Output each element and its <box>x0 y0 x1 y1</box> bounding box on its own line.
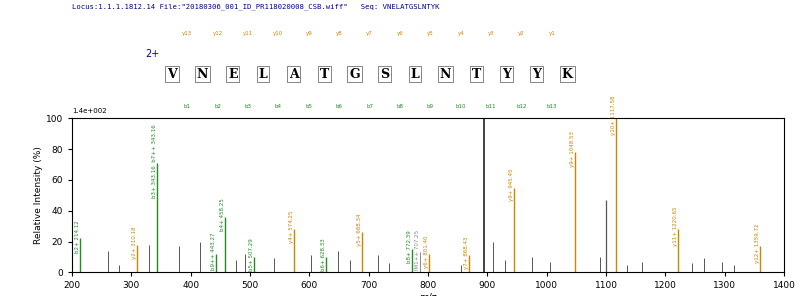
Text: y9+ 945.45: y9+ 945.45 <box>510 168 514 201</box>
Text: 2+: 2+ <box>145 49 159 59</box>
Text: b6+ 628.33: b6+ 628.33 <box>321 238 326 271</box>
Text: b4: b4 <box>275 104 282 109</box>
Text: b5: b5 <box>306 104 312 109</box>
Text: N: N <box>440 67 451 81</box>
Text: 1.4e+002: 1.4e+002 <box>72 108 106 114</box>
Text: V: V <box>167 67 177 81</box>
Text: y10: y10 <box>274 30 283 36</box>
Text: b3+ 343.16  b7++ 343.16: b3+ 343.16 b7++ 343.16 <box>152 124 157 198</box>
Text: E: E <box>228 67 238 81</box>
Text: y8: y8 <box>336 30 342 36</box>
Text: b9: b9 <box>427 104 434 109</box>
Text: b3: b3 <box>245 104 251 109</box>
Text: y12+ 1359.72: y12+ 1359.72 <box>755 223 760 263</box>
Text: K: K <box>562 67 573 81</box>
Text: y7: y7 <box>366 30 373 36</box>
Text: b11: b11 <box>486 104 497 109</box>
Text: y10+ 1117.58: y10+ 1117.58 <box>611 96 617 135</box>
Y-axis label: Relative Intensity (%): Relative Intensity (%) <box>34 147 43 244</box>
Text: b2: b2 <box>214 104 221 109</box>
Text: y3: y3 <box>488 30 494 36</box>
Text: b2+ 214.12: b2+ 214.12 <box>75 220 80 252</box>
Text: y6+ 801.40: y6+ 801.40 <box>424 235 429 268</box>
Text: y13: y13 <box>182 30 192 36</box>
Text: y11: y11 <box>243 30 253 36</box>
Text: b5+ 507.29: b5+ 507.29 <box>250 238 254 271</box>
Text: b12: b12 <box>516 104 527 109</box>
Text: y5: y5 <box>427 30 434 36</box>
Text: Y: Y <box>502 67 511 81</box>
Text: y9: y9 <box>306 30 312 36</box>
Text: y12: y12 <box>213 30 222 36</box>
Text: b1: b1 <box>184 104 190 109</box>
Text: b9++ 443.27: b9++ 443.27 <box>211 233 216 270</box>
Text: Locus:1.1.1.1812.14 File:"20180306_001_ID_PR118020008_CSB.wiff"   Seq: VNELATGSL: Locus:1.1.1.1812.14 File:"20180306_001_I… <box>72 3 439 9</box>
Text: A: A <box>289 67 298 81</box>
Text: S: S <box>380 67 390 81</box>
Text: y4+ 574.25: y4+ 574.25 <box>289 211 294 243</box>
Text: b8+ 772.39: b8+ 772.39 <box>406 231 412 263</box>
Text: T: T <box>471 67 481 81</box>
X-axis label: m/z: m/z <box>419 293 437 296</box>
Text: Y: Y <box>532 67 542 81</box>
Text: y2: y2 <box>518 30 525 36</box>
Text: b7: b7 <box>366 104 373 109</box>
Text: T: T <box>319 67 329 81</box>
Text: b10: b10 <box>455 104 466 109</box>
Text: b4+ 458.25: b4+ 458.25 <box>220 198 226 231</box>
Text: b6: b6 <box>336 104 342 109</box>
Text: L: L <box>411 67 419 81</box>
Text: y7+ 868.43: y7+ 868.43 <box>464 237 469 269</box>
Text: y2+ 310.18: y2+ 310.18 <box>132 226 138 258</box>
Text: b13: b13 <box>546 104 558 109</box>
Text: y5+ 688.34: y5+ 688.34 <box>357 214 362 246</box>
Text: L: L <box>259 67 267 81</box>
Text: y6: y6 <box>397 30 403 36</box>
Text: N: N <box>197 67 208 81</box>
Text: y9+ 1048.53: y9+ 1048.53 <box>570 131 575 167</box>
Text: G: G <box>349 67 360 81</box>
Text: y1: y1 <box>549 30 555 36</box>
Text: b8: b8 <box>397 104 403 109</box>
Text: y4: y4 <box>458 30 464 36</box>
Text: lM1++ 707.25: lM1++ 707.25 <box>415 230 421 270</box>
Text: y11+ 1220.65: y11+ 1220.65 <box>673 207 678 246</box>
